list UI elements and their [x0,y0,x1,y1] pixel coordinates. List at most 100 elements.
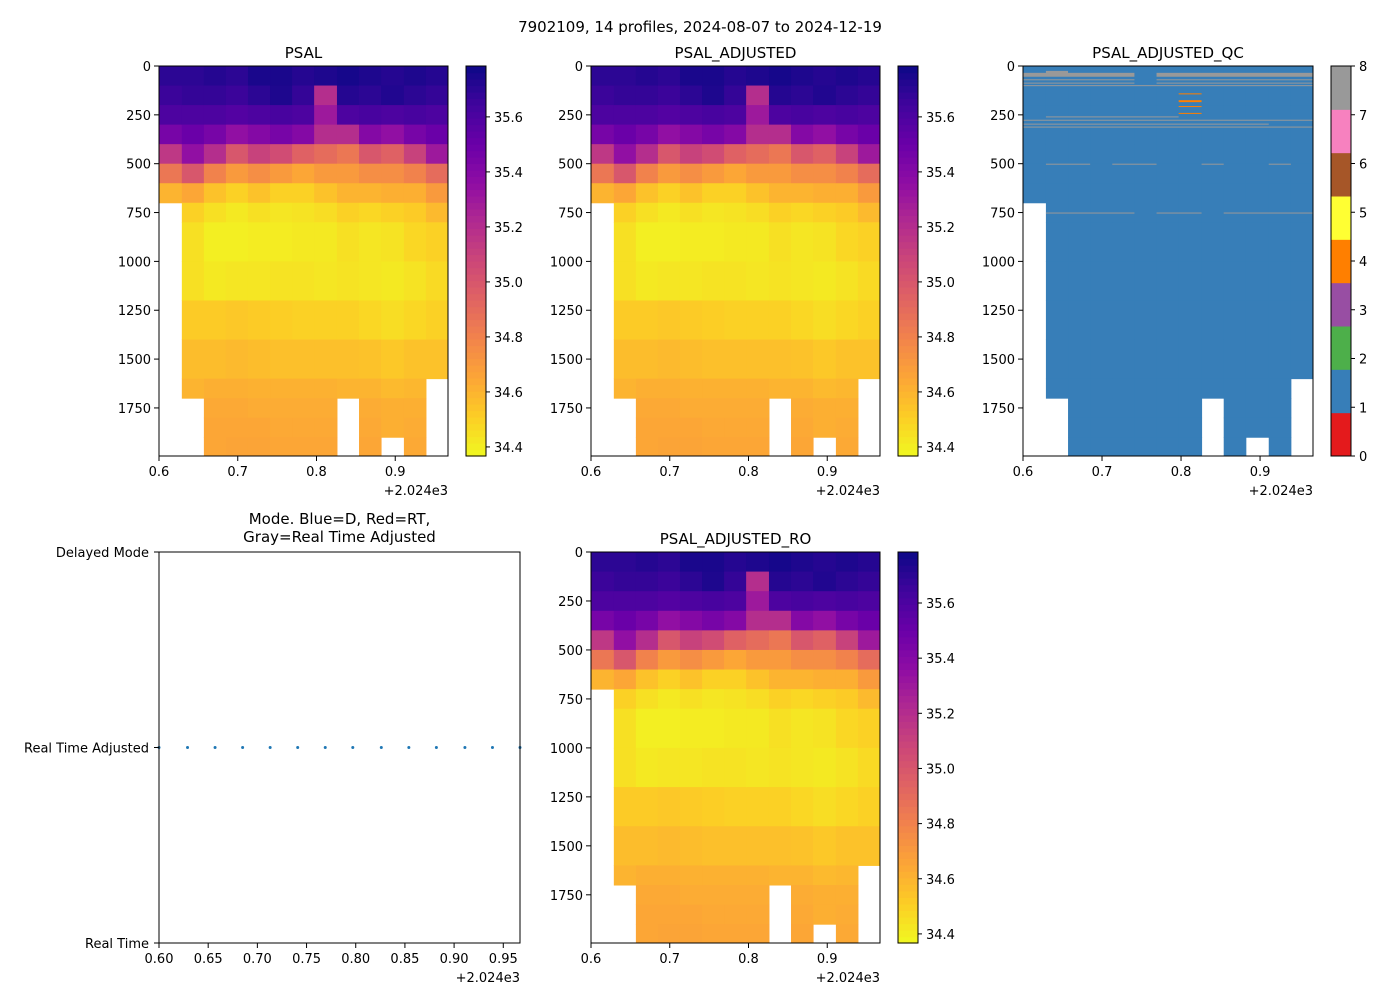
colorbar-segment [898,767,918,775]
colorbar-segment [898,871,918,879]
colorbar-tick-label: 35.6 [926,111,955,126]
heatmap-cell [768,865,792,886]
heatmap-cell [813,202,837,223]
heatmap-cell [679,300,703,341]
colorbar-segment [466,423,486,431]
heatmap-cell [724,202,747,223]
colorbar-segment [466,378,486,386]
colorbar-segment [466,384,486,392]
heatmap-cell [768,105,792,126]
colorbar-segment [898,636,918,644]
qc-cell [1068,144,1091,165]
heatmap-cell [314,144,338,165]
heatmap-cell [270,437,293,457]
qc-cell [1112,378,1135,399]
colorbar-segment [898,838,918,846]
heatmap-cell [657,649,681,671]
heatmap-cell [635,222,659,262]
psal-panel-title: PSAL [285,44,323,62]
heatmap-cell [225,163,249,184]
heatmap-cell [225,437,249,457]
colorbar-segment [898,610,918,618]
qc-cell [1023,183,1047,204]
heatmap-cell [813,261,837,301]
colorbar-segment [466,183,486,191]
heatmap-cell [359,378,382,399]
heatmap-cell [791,630,814,651]
qc-cell [1178,124,1203,145]
colorbar-segment [466,66,486,74]
colorbar-frame [897,65,919,457]
qc-cell [1223,437,1247,457]
heatmap-cell [292,144,315,165]
heatmap-cell [746,163,770,184]
qc-colorbar-band [1331,239,1351,284]
qc-cell [1134,339,1158,380]
heatmap-cell [857,202,881,223]
heatmap-cell [835,924,859,944]
heatmap-cell [403,105,427,126]
colorbar-tick-label: 35.2 [926,221,955,236]
colorbar-segment [898,799,918,807]
heatmap-cell [314,124,338,145]
heatmap-cell [657,924,681,944]
colorbar-segment [898,248,918,256]
heatmap-cell [613,610,637,631]
heatmap-cell [702,669,725,690]
colorbar-segment [466,131,486,139]
heatmap-cell [635,261,659,301]
heatmap-cell [791,261,814,301]
heatmap-cell [724,124,747,145]
psal-adjusted-panel: PSAL_ADJUSTED 0 250 500 750 1000 1250 1500 1750 0… [550,44,955,499]
heatmap-cell [857,66,881,87]
qc-cell [1290,261,1314,301]
qc-cell [1045,105,1069,126]
qc-cell [1045,144,1069,165]
qc-cell [1134,144,1158,165]
heatmap-cell [768,339,792,380]
heatmap-cell [746,124,770,145]
heatmap-cell [635,924,659,944]
psal-panel: PSAL 0 250 500 750 1000 1250 1500 1750 0.6 0.7 0.8 0… [118,44,523,499]
mode-point [296,746,300,749]
colorbar-segment [466,326,486,334]
qc-cell [1156,222,1180,262]
heatmap-cell [746,669,770,690]
heatmap-cell [225,105,249,126]
colorbar-segment [898,105,918,113]
heatmap-cell [359,300,382,341]
heatmap-cell [702,649,725,671]
heatmap-cell [857,163,881,184]
heatmap-cell [635,339,659,380]
y-tick-label: 250 [126,109,151,124]
heatmap-cell [768,202,792,223]
heatmap-cell [657,202,681,223]
colorbar-segment [466,92,486,100]
heatmap-cell [635,437,659,457]
qc-cell [1090,261,1113,301]
heatmap-cell [791,826,814,866]
colorbar-segment [466,196,486,204]
colorbar-segment [898,92,918,100]
qc-cell [1178,163,1203,184]
heatmap-cell [203,144,227,165]
heatmap-cell [613,378,637,399]
qc-cell [1245,163,1270,184]
heatmap-cell [359,202,382,223]
heatmap-cell [159,183,183,204]
qc-colorbar-band [1331,369,1351,414]
heatmap-cell [292,378,315,399]
heatmap-cell [835,144,859,165]
heatmap-cell [835,885,859,906]
heatmap-cell [746,924,770,944]
heatmap-cell [657,669,681,690]
heatmap-cell [791,552,814,573]
heatmap-cell [746,105,770,126]
colorbar-segment [466,391,486,399]
qc-cell [1156,417,1180,438]
qc-cell [1090,124,1113,145]
qc-cell [1290,339,1314,380]
psal-adjusted-panel-colorbar: 34.4 34.6 34.8 35.0 35.2 35.4 35.6 [897,65,955,457]
heatmap-cell [225,144,249,165]
heatmap-cell [292,300,315,341]
